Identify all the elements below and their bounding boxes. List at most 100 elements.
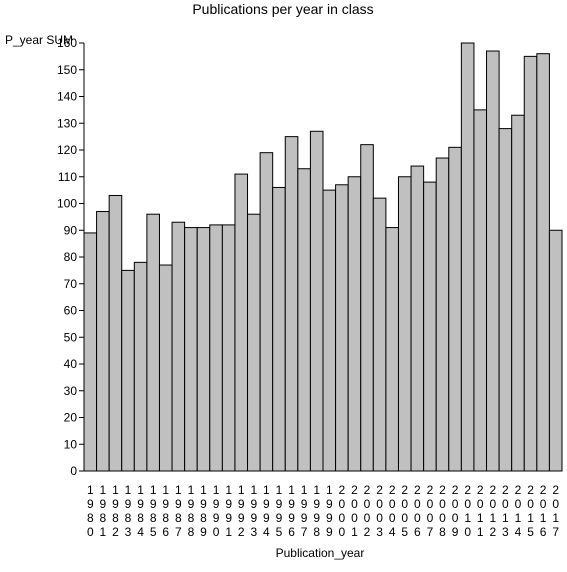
y-tick-label: 160 xyxy=(57,36,77,50)
y-tick-label: 150 xyxy=(57,63,77,77)
y-tick-label: 120 xyxy=(57,143,77,157)
bar-2015 xyxy=(523,55,538,472)
bar-2008 xyxy=(435,157,450,472)
y-tick-label: 140 xyxy=(57,90,77,104)
y-axis: 0 10 20 30 40 50 60 70 80 90 100 110 120 130 140 150 160 xyxy=(57,36,85,478)
bar-1997 xyxy=(297,168,311,472)
bar-1998 xyxy=(309,130,324,472)
y-tick-label: 130 xyxy=(57,116,77,130)
bar-1992 xyxy=(234,173,249,472)
bar-2010 xyxy=(460,42,475,472)
bar-1991 xyxy=(221,224,236,472)
y-tick-label: 0 xyxy=(70,464,77,478)
bar-2013 xyxy=(498,128,513,472)
y-tick-label: 80 xyxy=(64,250,78,264)
bar-1983 xyxy=(121,269,135,472)
bar-2007 xyxy=(423,181,437,472)
y-tick-label: 100 xyxy=(57,197,77,211)
bar-2016 xyxy=(536,53,550,472)
y-tick-label: 90 xyxy=(64,223,78,237)
y-tick-label: 70 xyxy=(64,277,78,291)
bar-1994 xyxy=(259,152,274,472)
bar-1999 xyxy=(322,189,337,472)
bar-2012 xyxy=(486,50,500,472)
bar-1987 xyxy=(171,221,186,472)
bars xyxy=(83,42,563,472)
bar-2004 xyxy=(385,227,399,472)
x-axis: 1 9 8 0 1 9 8 1 1 9 8 2 1 9 8 3 1 9 8 4 1 9 8 5 1 9 8 6 1 9 8 7 1 9 8 8 1 9 8 9… xyxy=(84,470,562,539)
bar-2009 xyxy=(448,146,462,472)
bar-1990 xyxy=(209,224,223,472)
bar-2011 xyxy=(473,109,488,472)
bar-1995 xyxy=(272,186,286,472)
bar-2001 xyxy=(347,176,362,472)
y-tick-label: 30 xyxy=(64,384,78,398)
bar-2000 xyxy=(335,184,349,472)
bar-2003 xyxy=(372,197,387,472)
y-tick-label: 50 xyxy=(64,330,78,344)
y-axis-label: P_year SUM xyxy=(5,33,73,47)
bar-1982 xyxy=(108,194,123,472)
y-tick-label: 20 xyxy=(64,411,78,425)
y-tick-label: 110 xyxy=(58,170,77,184)
bar-1980 xyxy=(83,232,98,472)
bar-2014 xyxy=(511,114,525,472)
chart-title: Publications per year in class xyxy=(192,1,373,17)
bar-1996 xyxy=(284,136,299,472)
y-tick-label: 10 xyxy=(64,437,78,451)
y-tick-label: 40 xyxy=(64,357,78,371)
bar-1984 xyxy=(133,261,148,472)
bar-1989 xyxy=(196,227,211,472)
bar-2002 xyxy=(360,144,374,472)
bar-2006 xyxy=(410,165,425,472)
bar-1986 xyxy=(158,264,173,472)
x-axis-label: Publication_year xyxy=(276,546,365,560)
y-tick-label: 60 xyxy=(64,304,78,318)
bar-1993 xyxy=(247,213,261,472)
bar-2005 xyxy=(397,176,412,472)
bar-1981 xyxy=(96,211,110,472)
bar-1988 xyxy=(184,227,198,472)
bar-1985 xyxy=(146,213,160,472)
